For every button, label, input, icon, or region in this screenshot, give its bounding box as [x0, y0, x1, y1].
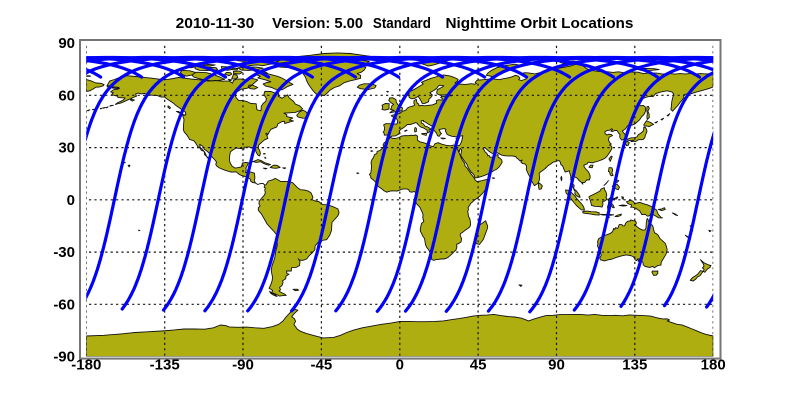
svg-text:-90: -90 — [232, 356, 254, 373]
svg-text:0: 0 — [67, 192, 75, 209]
svg-text:0: 0 — [396, 356, 404, 373]
svg-text:90: 90 — [58, 35, 75, 52]
svg-text:-180: -180 — [71, 356, 101, 373]
svg-text:-135: -135 — [150, 356, 180, 373]
svg-text:45: 45 — [470, 356, 487, 373]
svg-text:30: 30 — [58, 140, 75, 157]
svg-text:-45: -45 — [311, 356, 333, 373]
svg-text:-30: -30 — [53, 244, 75, 261]
svg-text:60: 60 — [58, 87, 75, 104]
svg-text:Nighttime Orbit Locations: Nighttime Orbit Locations — [446, 15, 634, 32]
svg-text:Standard: Standard — [373, 15, 431, 32]
svg-text:180: 180 — [701, 356, 726, 373]
svg-text:135: 135 — [622, 356, 647, 373]
svg-text:-60: -60 — [53, 296, 75, 313]
svg-text:90: 90 — [548, 356, 565, 373]
svg-text:2010-11-30: 2010-11-30 — [176, 15, 255, 32]
svg-text:-90: -90 — [53, 349, 75, 366]
svg-text:Version: 5.00: Version: 5.00 — [272, 15, 363, 32]
